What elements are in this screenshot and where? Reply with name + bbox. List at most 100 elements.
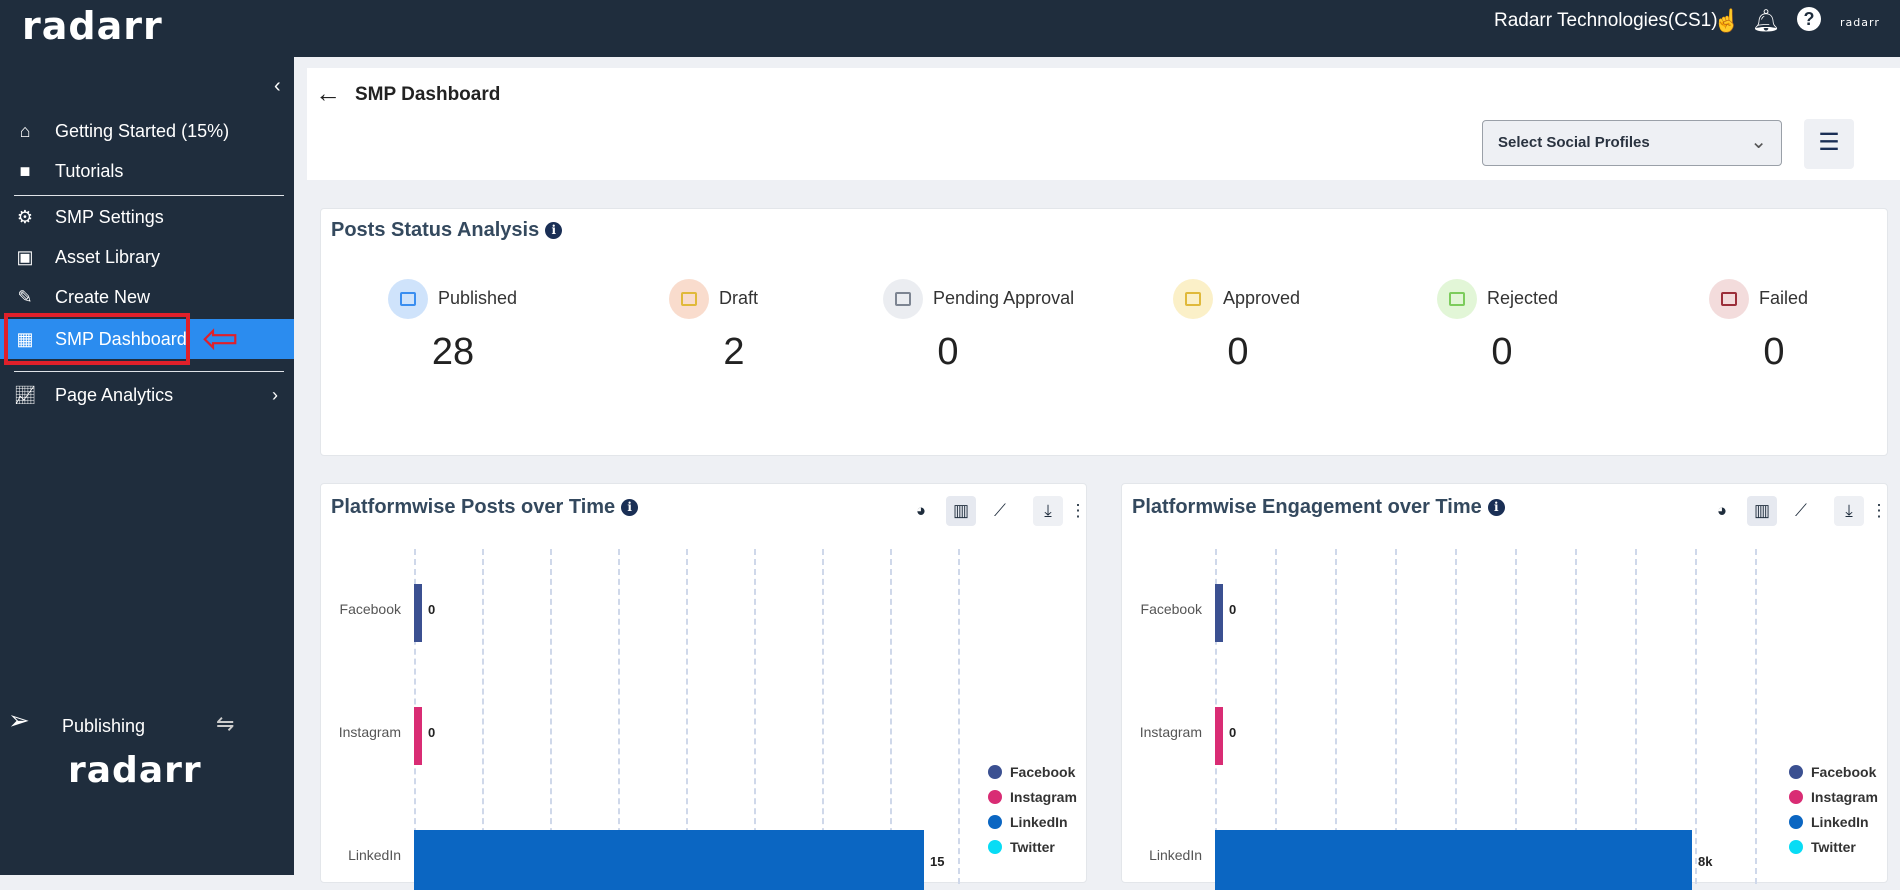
highlight-box <box>4 313 190 365</box>
info-icon[interactable]: i <box>621 499 639 516</box>
publishing-label[interactable]: Publishing <box>62 716 146 736</box>
video-icon: ■ <box>19 160 31 181</box>
gridline <box>822 549 824 884</box>
status-count: 2 <box>723 331 745 373</box>
gridline <box>1515 549 1517 884</box>
info-icon[interactable]: i <box>545 222 563 239</box>
bar-value-label: 0 <box>1229 602 1237 617</box>
status-approved[interactable]: Approved 0 <box>1173 279 1433 399</box>
bar-chart-icon[interactable]: ▥ <box>946 496 976 526</box>
status-label: Failed <box>1759 288 1809 308</box>
status-count: 0 <box>1227 331 1249 373</box>
dashboard-icon: ▦ <box>16 328 34 349</box>
sidebar-item-page-analytics[interactable]: 📈︎ Page Analytics › <box>13 384 278 405</box>
bar-value-label: 0 <box>1229 725 1237 740</box>
inbox-icon <box>1709 279 1749 319</box>
bar-linkedin[interactable] <box>1215 830 1692 890</box>
organization-name[interactable]: Radarr Technologies(CS1) <box>1494 10 1718 31</box>
sidebar-item-tutorials[interactable]: ■ Tutorials <box>0 151 294 191</box>
line-chart-icon[interactable]: ⟋ <box>994 501 1006 520</box>
home-icon: ⌂ <box>19 120 31 141</box>
gridline <box>1455 549 1457 884</box>
status-count: 0 <box>1491 331 1513 373</box>
more-options-icon[interactable]: ⋮ <box>1870 501 1888 520</box>
divider <box>14 195 284 196</box>
bar-facebook[interactable] <box>414 584 422 642</box>
page-header: ← SMP Dashboard Select Social Profiles ⌄… <box>307 68 1900 180</box>
bar-value-label: 15 <box>930 854 945 869</box>
download-icon[interactable]: ⤓ <box>1834 496 1864 526</box>
bar-chart-icon[interactable]: ▥ <box>1747 496 1777 526</box>
filter-button[interactable]: ☰ <box>1804 119 1854 169</box>
status-rejected[interactable]: Rejected 0 <box>1437 279 1697 399</box>
status-pending-approval[interactable]: Pending Approval 0 <box>883 279 1143 399</box>
pie-chart-icon[interactable]: ◕ <box>915 501 927 520</box>
filter-icon: ☰ <box>1818 129 1840 156</box>
sidebar-item-create-new[interactable]: ✎ Create New <box>0 277 294 317</box>
social-profiles-select[interactable]: Select Social Profiles ⌄ <box>1482 120 1782 166</box>
back-arrow-icon[interactable]: ← <box>315 78 341 108</box>
bar-linkedin[interactable] <box>414 830 924 890</box>
y-tick-label: LinkedIn <box>348 847 401 863</box>
radarr-bottom-logo: radarr <box>68 750 202 791</box>
line-chart-icon[interactable]: ⟋ <box>1795 501 1807 520</box>
status-count: 28 <box>431 331 475 373</box>
y-tick-label: Instagram <box>1139 724 1202 740</box>
tap-icon[interactable]: ☝ <box>1713 8 1741 33</box>
legend-dot <box>988 790 1002 804</box>
info-icon[interactable]: i <box>1487 499 1505 516</box>
legend-item-linkedin[interactable]: LinkedIn <box>1789 814 1869 830</box>
gridline <box>1275 549 1277 884</box>
legend-item-instagram[interactable]: Instagram <box>988 789 1077 805</box>
gridline <box>686 549 688 884</box>
inbox-icon <box>1437 279 1477 319</box>
status-published[interactable]: Published 28 <box>388 279 648 399</box>
bell-icon[interactable]: 🔔︎ <box>1752 8 1780 33</box>
status-label: Pending Approval <box>933 288 1075 308</box>
y-tick-label: Facebook <box>339 601 401 617</box>
legend-item-facebook[interactable]: Facebook <box>988 764 1075 780</box>
divider <box>14 371 284 372</box>
bar-instagram[interactable] <box>1215 707 1223 765</box>
legend-dot <box>1789 765 1803 779</box>
download-icon[interactable]: ⤓ <box>1033 496 1063 526</box>
gridline <box>890 549 892 884</box>
collapse-sidebar-chevron-icon[interactable]: ‹ <box>274 75 281 97</box>
help-icon[interactable]: ? <box>1797 7 1821 31</box>
sidebar: ‹ ⌂ Getting Started (15%) ■ Tutorials ⚙ SMP… <box>0 57 294 875</box>
chevron-down-icon: ⌄ <box>1750 131 1767 153</box>
legend-dot <box>988 815 1002 829</box>
gridline <box>958 549 960 884</box>
radarr-logo[interactable]: radarr <box>22 4 163 48</box>
more-options-icon[interactable]: ⋮ <box>1069 501 1087 520</box>
inbox-icon <box>388 279 428 319</box>
gridline <box>618 549 620 884</box>
sidebar-item-smp-settings[interactable]: ⚙ SMP Settings <box>0 197 294 237</box>
sidebar-item-getting-started[interactable]: ⌂ Getting Started (15%) <box>0 111 294 151</box>
page-title: SMP Dashboard <box>355 84 501 105</box>
account-logo[interactable]: radarr <box>1840 16 1880 29</box>
y-tick-label: LinkedIn <box>1149 847 1202 863</box>
gridline <box>482 549 484 884</box>
legend-dot <box>988 840 1002 854</box>
legend-item-facebook[interactable]: Facebook <box>1789 764 1876 780</box>
status-count: 0 <box>1763 331 1785 373</box>
sidebar-item-asset-library[interactable]: ▣ Asset Library <box>0 237 294 277</box>
status-draft[interactable]: Draft 2 <box>669 279 929 399</box>
switch-icon[interactable]: ⇋ <box>216 711 235 736</box>
legend-item-twitter[interactable]: Twitter <box>1789 839 1856 855</box>
inbox-icon <box>1173 279 1213 319</box>
legend-item-linkedin[interactable]: LinkedIn <box>988 814 1068 830</box>
gridline <box>1635 549 1637 884</box>
legend-item-instagram[interactable]: Instagram <box>1789 789 1878 805</box>
bar-value-label: 8k <box>1698 854 1713 869</box>
bar-facebook[interactable] <box>1215 584 1223 642</box>
legend-dot <box>1789 790 1803 804</box>
gridline <box>1335 549 1337 884</box>
pie-chart-icon[interactable]: ◕ <box>1716 501 1728 520</box>
status-failed[interactable]: Failed 0 <box>1709 279 1900 399</box>
legend-item-twitter[interactable]: Twitter <box>988 839 1055 855</box>
status-label: Draft <box>719 288 759 308</box>
sidebar-item-smp-dashboard[interactable]: ▦ SMP Dashboard <box>0 319 294 359</box>
bar-instagram[interactable] <box>414 707 422 765</box>
